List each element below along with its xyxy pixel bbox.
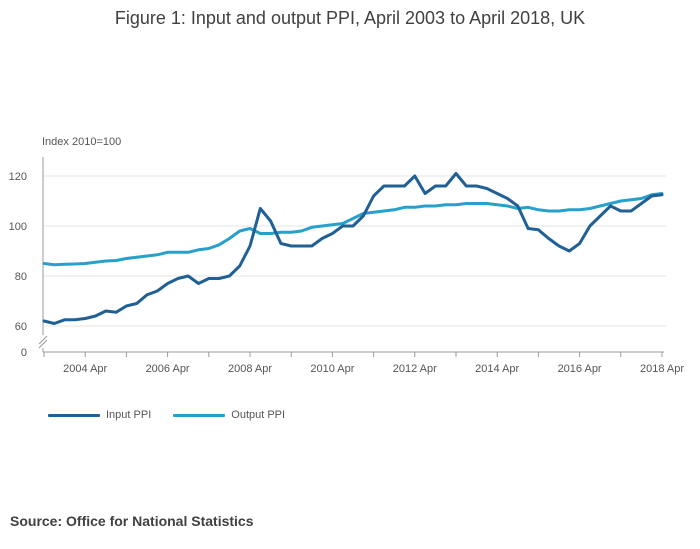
legend: Input PPI Output PPI xyxy=(48,409,307,421)
x-tick-label: 2014 Apr xyxy=(475,363,519,375)
axis-break-mark xyxy=(38,339,48,349)
legend-swatch-input xyxy=(48,413,100,417)
legend-item-input[interactable]: Input PPI xyxy=(48,409,151,421)
series-line-input-ppi xyxy=(42,172,664,325)
series-lines xyxy=(42,172,664,325)
y-axis: 0 60 80 100 120 xyxy=(9,157,48,359)
axis-break-mark xyxy=(38,335,48,345)
y-tick-label: 80 xyxy=(15,271,27,283)
x-tick-label: 2012 Apr xyxy=(393,363,437,375)
chart-title: Figure 1: Input and output PPI, April 20… xyxy=(114,8,586,28)
y-tick-label: 60 xyxy=(15,321,27,333)
x-axis: 2004 Apr 2006 Apr 2008 Apr 2010 Apr 2012 Apr… xyxy=(43,351,684,375)
y-tick-label: 100 xyxy=(9,221,27,233)
legend-label-output: Output PPI xyxy=(231,409,286,421)
source-note: Source: Office for National Statistics xyxy=(10,513,254,529)
series-line-output-ppi xyxy=(42,192,664,267)
legend-item-output[interactable]: Output PPI xyxy=(173,409,285,421)
y-tick-label: 120 xyxy=(9,171,27,183)
line-chart: 0 60 80 100 120 2004 Apr 2006 Apr 2008 Apr 2010… xyxy=(9,157,684,375)
x-tick-label: 2004 Apr xyxy=(63,363,107,375)
y-tick-label: 0 xyxy=(21,347,27,359)
x-tick-label: 2016 Apr xyxy=(558,363,602,375)
x-tick-label: 2008 Apr xyxy=(228,363,272,375)
x-tick-label: 2006 Apr xyxy=(146,363,190,375)
x-tick-label: 2018 Apr xyxy=(640,363,684,375)
x-tick-label: 2010 Apr xyxy=(310,363,354,375)
legend-label-input: Input PPI xyxy=(106,409,152,421)
legend-swatch-output xyxy=(173,413,226,417)
y-axis-units-label: Index 2010=100 xyxy=(42,136,122,148)
